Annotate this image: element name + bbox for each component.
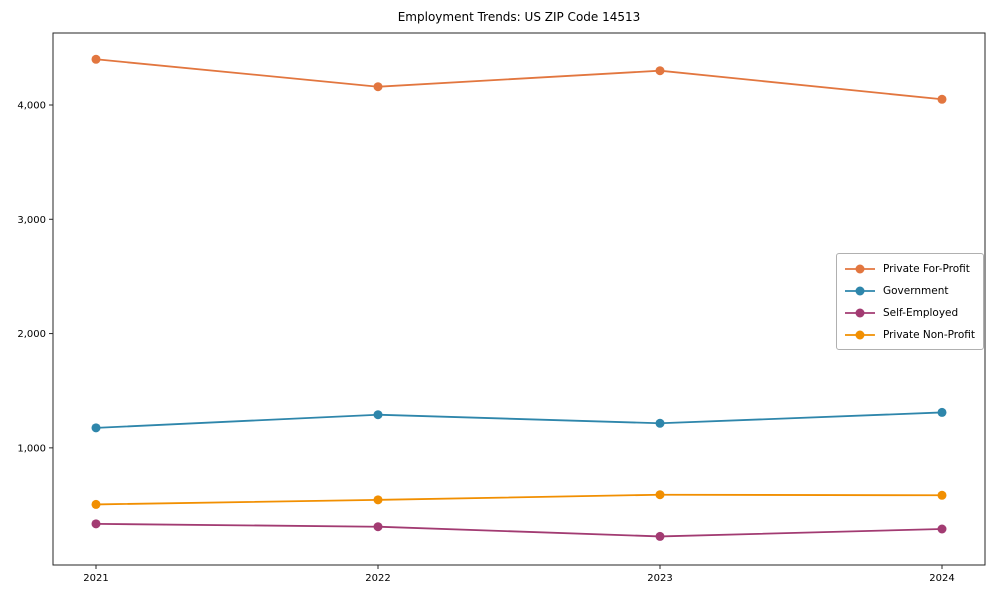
line-marker-swatch-icon (844, 330, 875, 339)
legend-item: Private Non-Profit (843, 325, 975, 344)
data-point-marker (655, 418, 665, 428)
data-point-marker (937, 490, 947, 500)
plot-frame (52, 32, 986, 566)
data-point-marker (373, 522, 383, 532)
legend-label: Government (883, 284, 949, 297)
series-line (95, 58, 943, 101)
chart-title: Employment Trends: US ZIP Code 14513 (397, 10, 641, 24)
legend-item: Self-Employed (843, 303, 975, 322)
data-point-marker (91, 499, 101, 509)
data-point-marker (655, 66, 665, 76)
x-tick-label: 2022 (365, 573, 390, 584)
data-point-marker (655, 531, 665, 541)
y-tick-label: 3,000 (17, 215, 46, 226)
x-tick-label: 2021 (83, 573, 108, 584)
data-point-marker (373, 495, 383, 505)
y-tick-label: 4,000 (17, 101, 46, 112)
series-line (95, 522, 943, 538)
x-tick-label: 2023 (647, 573, 672, 584)
data-point-marker (937, 407, 947, 417)
legend: Private For-Profit Government Self-Emplo… (836, 253, 984, 350)
x-tick-label: 2024 (929, 573, 954, 584)
data-point-marker (91, 519, 101, 529)
data-point-marker (373, 410, 383, 420)
data-point-marker (655, 490, 665, 500)
line-marker-swatch-icon (845, 308, 875, 317)
data-point-marker (937, 94, 947, 104)
data-point-marker (937, 524, 947, 534)
legend-label: Self-Employed (883, 306, 959, 319)
series-line (95, 411, 943, 429)
legend-item: Private For-Profit (843, 259, 975, 278)
y-tick-label: 2,000 (17, 329, 46, 340)
data-point-marker (91, 54, 101, 64)
legend-label: Private For-Profit (883, 262, 970, 275)
y-tick-label: 1,000 (17, 443, 46, 454)
series-line (95, 493, 943, 506)
data-point-marker (373, 82, 383, 92)
data-point-marker (91, 423, 101, 433)
legend-item: Government (843, 281, 975, 300)
line-marker-swatch-icon (845, 286, 875, 295)
line-marker-swatch-icon (845, 264, 875, 273)
legend-label: Private Non-Profit (882, 328, 975, 341)
